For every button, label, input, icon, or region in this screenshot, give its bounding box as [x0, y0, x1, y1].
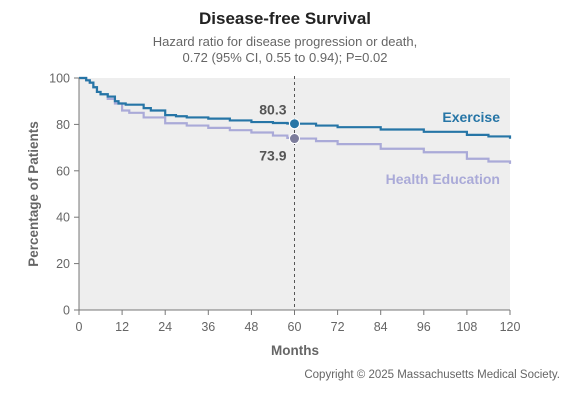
series-label-health-education: Health Education — [386, 171, 500, 187]
series-label-exercise: Exercise — [442, 109, 500, 125]
y-axis-title: Percentage of Patients — [26, 121, 41, 267]
x-axis-title: Months — [271, 343, 319, 358]
subtitle-line-1: Hazard ratio for disease progression or … — [152, 34, 418, 49]
x-tick-label: 108 — [456, 320, 477, 334]
chart-subtitle: Hazard ratio for disease progression or … — [0, 34, 570, 66]
copyright-notice: Copyright © 2025 Massachusetts Medical S… — [304, 369, 560, 381]
marker-exercise-60-months — [289, 118, 300, 130]
x-tick-label: 12 — [115, 320, 129, 334]
annotations-layer: Exercise Health Education 80.3 73.9 — [259, 102, 500, 187]
x-tick-label: 72 — [331, 320, 345, 334]
x-tick-label: 120 — [500, 320, 521, 334]
y-tick-label: 0 — [63, 304, 70, 318]
x-tick-label: 60 — [288, 320, 302, 334]
marker-health-education-60-months — [289, 133, 300, 145]
chart-title: Disease-free Survival — [199, 9, 371, 28]
y-tick-label: 20 — [56, 257, 70, 271]
x-tick-label: 96 — [417, 320, 431, 334]
x-tick-label: 24 — [158, 320, 172, 334]
axes-layer: 0 12 24 36 48 60 72 84 96 108 120 0 20 40 60 80 100 — [49, 72, 520, 335]
value-label-exercise: 80.3 — [259, 102, 286, 118]
y-tick-label: 40 — [56, 211, 70, 225]
subtitle-line-2: 0.72 (95% CI, 0.55 to 0.94); P=0.02 — [182, 50, 388, 65]
x-tick-label: 84 — [374, 320, 388, 334]
y-tick-label: 100 — [49, 72, 70, 86]
y-tick-label: 80 — [56, 118, 70, 132]
y-tick-label: 60 — [56, 164, 70, 178]
x-tick-label: 36 — [201, 320, 215, 334]
x-tick-label: 0 — [76, 320, 83, 334]
x-tick-label: 48 — [244, 320, 258, 334]
curves-layer — [79, 76, 512, 310]
value-label-health-education: 73.9 — [259, 148, 286, 164]
series-line-exercise — [79, 76, 512, 139]
